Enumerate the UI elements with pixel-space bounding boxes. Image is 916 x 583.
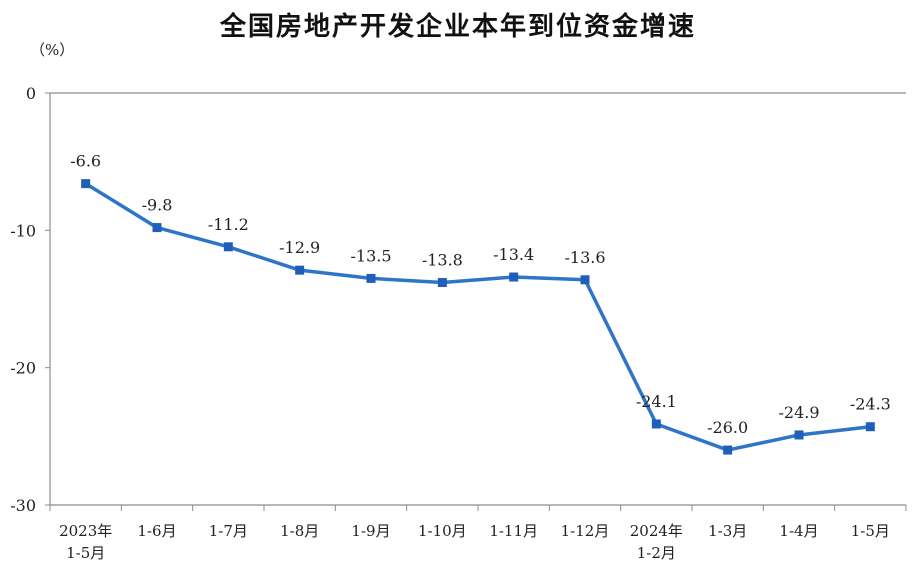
x-tick-label: 2023年: [59, 522, 112, 540]
x-category-label: 1-12月: [561, 522, 610, 540]
data-point-marker: [81, 179, 91, 189]
x-tick-label: 1-8月: [280, 522, 319, 540]
x-tick-label: 1-5月: [66, 544, 105, 562]
data-label: -13.4: [493, 245, 534, 264]
y-axis-unit-label: （%）: [30, 41, 75, 59]
y-tick-label: -30: [10, 496, 36, 515]
data-label: -24.9: [778, 403, 819, 422]
x-category-label: 1-3月: [708, 522, 747, 540]
x-tick-label: 1-2月: [637, 544, 676, 562]
data-point-marker: [509, 272, 519, 282]
x-category-label: 1-8月: [280, 522, 319, 540]
data-point-marker: [366, 273, 376, 283]
series-line: [83, 181, 873, 452]
chart-title: 全国房地产开发企业本年到位资金增速: [219, 12, 696, 42]
x-tick-label: 1-9月: [351, 522, 390, 540]
data-point-marker: [295, 265, 305, 275]
data-label: -24.3: [850, 395, 891, 414]
y-tick-label: -20: [10, 359, 36, 378]
data-label: -11.2: [208, 215, 249, 234]
x-category-label: 2023年 1-5月: [59, 522, 112, 562]
x-category-label: 1-10月: [418, 522, 467, 540]
data-point-marker: [723, 445, 733, 455]
data-label: -6.6: [70, 152, 101, 171]
data-point-marker: [580, 275, 590, 285]
x-tick-label: 1-3月: [708, 522, 747, 540]
data-label: -24.1: [636, 392, 677, 411]
x-category-label: 2024年 1-2月: [630, 522, 683, 562]
x-tick-label: 1-10月: [418, 522, 467, 540]
x-tick-label: 1-5月: [851, 522, 890, 540]
data-point-marker: [865, 422, 875, 432]
data-point-marker: [437, 278, 447, 288]
x-tick-label: 1-4月: [779, 522, 818, 540]
x-category-label: 1-5月: [851, 522, 890, 540]
x-tick-label: 1-12月: [561, 522, 610, 540]
x-tick-label: 1-7月: [209, 522, 248, 540]
data-label: -26.0: [707, 418, 748, 437]
data-point-marker: [794, 430, 804, 440]
data-point-marker: [651, 419, 661, 429]
x-category-label: 1-4月: [779, 522, 818, 540]
x-tick-label: 2024年: [630, 522, 683, 540]
x-category-label: 1-9月: [351, 522, 390, 540]
x-tick-label: 1-11月: [489, 522, 538, 540]
data-label: -13.5: [350, 246, 391, 265]
data-label: -13.8: [422, 251, 463, 270]
x-tick-label: 1-6月: [137, 522, 176, 540]
data-label: -12.9: [279, 238, 320, 257]
x-category-label: 1-7月: [209, 522, 248, 540]
y-tick-label: 0: [26, 84, 36, 103]
x-category-label: 1-11月: [489, 522, 538, 540]
data-point-marker: [223, 242, 233, 252]
data-point-marker: [152, 223, 162, 233]
data-label: -13.6: [564, 248, 605, 267]
data-label: -9.8: [142, 196, 173, 215]
x-category-label: 1-6月: [137, 522, 176, 540]
y-tick-label: -10: [10, 221, 36, 240]
